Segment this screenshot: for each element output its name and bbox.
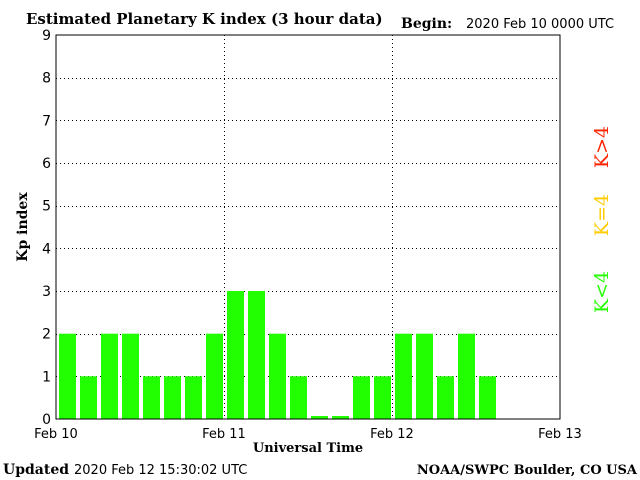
y-tick-label: 1 — [42, 369, 51, 385]
x-tick-label: Feb 11 — [202, 427, 246, 442]
y-tick-label: 7 — [42, 113, 51, 129]
kp-bar — [206, 333, 223, 419]
legend-mid: K=4 — [591, 194, 613, 236]
updated-label: Updated — [3, 462, 69, 478]
kp-bar — [437, 376, 454, 419]
legend-high: K>4 — [591, 126, 613, 168]
y-tick-label: 6 — [42, 156, 51, 172]
y-tick-labels: 0 1 2 3 4 5 6 7 8 9 — [42, 28, 51, 428]
y-tick-label: 4 — [42, 241, 51, 257]
updated-value: 2020 Feb 12 15:30:02 UTC — [74, 463, 247, 478]
kp-bar — [248, 291, 265, 419]
kp-bar — [395, 333, 412, 419]
kp-bar — [311, 416, 328, 419]
credit-text: NOAA/SWPC Boulder, CO USA — [417, 463, 638, 478]
kp-bar — [479, 376, 496, 419]
plot-frame — [55, 34, 561, 420]
grid-lines — [56, 35, 560, 419]
begin-label: Begin: — [401, 16, 452, 32]
kp-bar — [80, 376, 97, 419]
kp-bar — [290, 376, 307, 419]
kp-bar — [416, 333, 433, 419]
bar-series — [59, 291, 496, 419]
x-tick-labels: Feb 10 Feb 11 Feb 12 Feb 13 — [34, 427, 582, 442]
x-tick-label: Feb 12 — [370, 427, 414, 442]
kp-bar — [59, 333, 76, 419]
x-axis-label: Universal Time — [253, 441, 363, 456]
kp-bar — [185, 376, 202, 419]
kp-bar — [143, 376, 160, 419]
y-tick-label: 5 — [42, 199, 51, 215]
y-tick-label: 9 — [42, 28, 51, 44]
x-tick-label: Feb 10 — [34, 427, 78, 442]
y-tick-label: 2 — [42, 327, 51, 343]
chart-title: Estimated Planetary K index (3 hour data… — [26, 10, 383, 28]
kp-bar — [227, 291, 244, 419]
y-tick-label: 0 — [42, 412, 51, 428]
kp-bar — [332, 416, 349, 419]
y-axis-label: Kp index — [15, 192, 31, 262]
kp-bar — [458, 333, 475, 419]
y-tick-label: 8 — [42, 71, 51, 87]
y-tick-label: 3 — [42, 284, 51, 300]
kp-bar — [269, 333, 286, 419]
kp-bar — [164, 376, 181, 419]
kp-bar — [122, 333, 139, 419]
begin-value: 2020 Feb 10 0000 UTC — [466, 17, 614, 32]
kp-bar — [374, 376, 391, 419]
legend-low: K<4 — [591, 271, 613, 313]
kp-bar — [101, 333, 118, 419]
x-tick-label: Feb 13 — [538, 427, 582, 442]
kp-bar — [353, 376, 370, 419]
